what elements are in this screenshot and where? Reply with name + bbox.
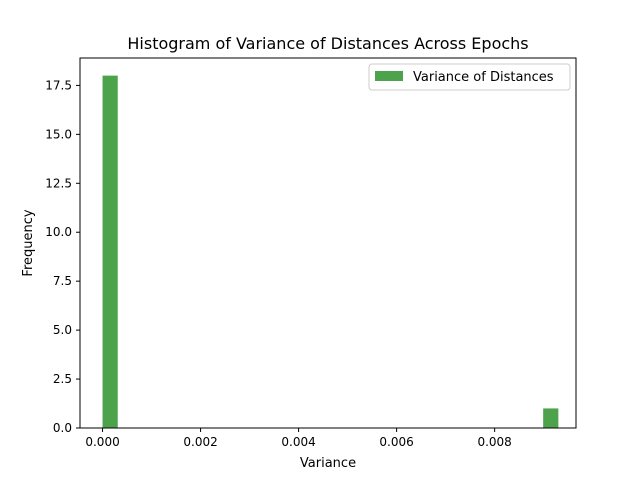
x-tick-label-3: 0.006: [379, 435, 413, 449]
y-axis-label: Frequency: [21, 209, 36, 276]
bars-layer: [102, 75, 559, 428]
y-tick-label-0: 0.0: [53, 421, 72, 435]
x-tick-label-4: 0.008: [477, 435, 511, 449]
y-tick-label-5: 12.5: [45, 176, 72, 190]
legend-label: Variance of Distances: [413, 70, 554, 85]
x-tick-label-2: 0.004: [281, 435, 315, 449]
y-tick-label-6: 15.0: [45, 127, 72, 141]
y-tick-label-1: 2.5: [53, 372, 72, 386]
x-tick-label-1: 0.002: [183, 435, 217, 449]
legend: Variance of Distances: [368, 63, 571, 91]
y-axis-ticks: 0.0 2.5 5.0 7.5 10.0 12.5 15.0 17.5: [45, 78, 80, 435]
x-axis-label: Variance: [300, 456, 356, 471]
histogram-bar-0: [102, 75, 118, 428]
y-tick-label-4: 10.0: [45, 225, 72, 239]
x-tick-label-0: 0.000: [85, 435, 119, 449]
chart-title: Histogram of Variance of Distances Acros…: [127, 34, 528, 53]
y-tick-label-2: 5.0: [53, 323, 72, 337]
histogram-bar-1: [543, 408, 559, 428]
plot-frame: [79, 57, 577, 429]
legend-box: [368, 63, 571, 91]
x-axis-ticks: 0.000 0.002 0.004 0.006 0.008: [85, 428, 512, 449]
legend-swatch: [375, 71, 403, 81]
y-tick-label-3: 7.5: [53, 274, 72, 288]
y-tick-label-7: 17.5: [45, 78, 72, 92]
